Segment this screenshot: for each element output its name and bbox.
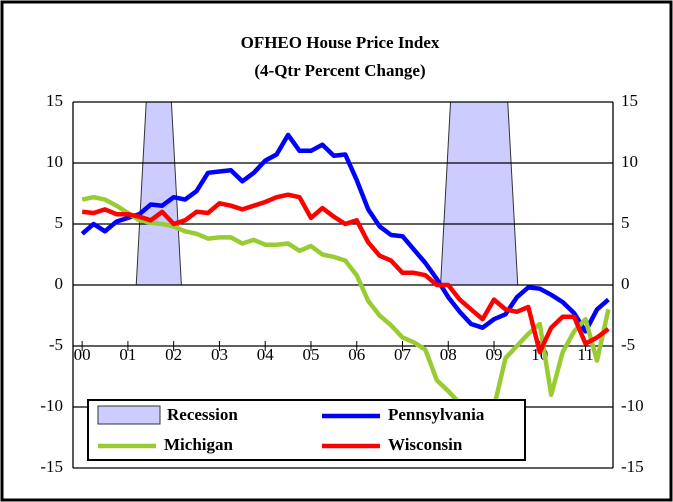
y-tick-label: -15 <box>40 457 63 476</box>
y-tick-label: 15 <box>46 91 63 110</box>
y2-tick-label: 10 <box>621 152 638 171</box>
x-tick-label: 08 <box>440 345 457 364</box>
x-tick-label: 04 <box>257 345 275 364</box>
y2-tick-label: 15 <box>621 91 638 110</box>
chart-title: OFHEO House Price Index <box>241 33 440 52</box>
legend-label: Wisconsin <box>388 435 463 454</box>
legend-label: Recession <box>167 405 238 424</box>
y-tick-label: -10 <box>40 396 63 415</box>
legend <box>87 399 526 461</box>
y-tick-label: 10 <box>46 152 63 171</box>
x-tick-label: 06 <box>348 345 365 364</box>
x-tick-label: 09 <box>486 345 503 364</box>
x-tick-label: 01 <box>119 345 136 364</box>
x-tick-label: 05 <box>302 345 319 364</box>
x-tick-label: 11 <box>577 345 593 364</box>
x-tick-label: 07 <box>394 345 412 364</box>
y-tick-label: 5 <box>55 213 64 232</box>
x-tick-label: 02 <box>165 345 182 364</box>
chart-subtitle: (4-Qtr Percent Change) <box>254 61 425 80</box>
legend-label: Michigan <box>164 435 233 454</box>
series-line <box>81 192 610 355</box>
series-line <box>81 194 611 446</box>
x-tick-label: 03 <box>211 345 228 364</box>
y-tick-label: 0 <box>55 274 64 293</box>
y2-tick-label: -10 <box>621 396 644 415</box>
y2-tick-label: 5 <box>621 213 630 232</box>
legend-label: Pennsylvania <box>388 405 485 424</box>
y2-tick-label: 0 <box>621 274 630 293</box>
y2-tick-label: -5 <box>621 335 635 354</box>
recession-band <box>440 101 519 286</box>
legend-swatch <box>97 405 161 425</box>
y2-tick-label: -15 <box>621 457 644 476</box>
x-tick-label: 00 <box>74 345 91 364</box>
y-tick-label: -5 <box>49 335 63 354</box>
series-line <box>80 132 610 334</box>
